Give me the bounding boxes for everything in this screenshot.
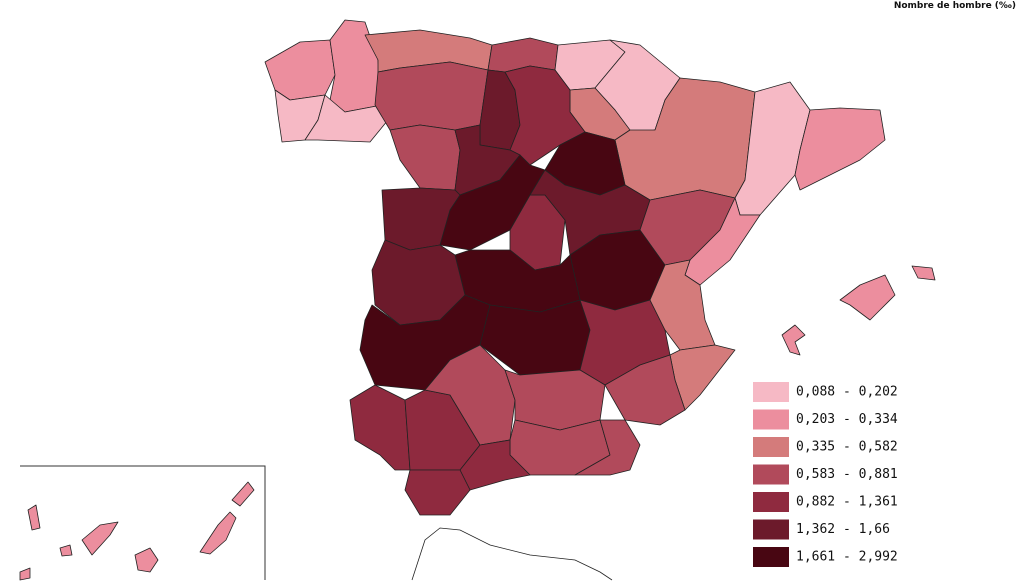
legend-label: 0,583 - 0,881 <box>796 467 898 482</box>
provinces <box>19 19 936 581</box>
province <box>59 544 73 557</box>
province <box>389 124 461 191</box>
legend-label: 0,882 - 1,361 <box>796 495 898 510</box>
province <box>839 274 896 321</box>
province <box>134 547 159 573</box>
province <box>81 521 119 556</box>
province <box>404 469 471 516</box>
legend-swatch <box>753 382 789 402</box>
legend-swatch <box>753 409 789 430</box>
legend: 0,088 - 0,202 0,203 - 0,334 0,335 - 0,582 0… <box>753 382 898 567</box>
map-title: Nombre de hombre (‰) <box>894 1 1016 11</box>
africa-outline <box>411 527 613 581</box>
legend-swatch <box>753 437 789 457</box>
legend-label: 1,661 - 2,992 <box>796 550 898 565</box>
province <box>649 259 716 351</box>
province <box>459 439 531 491</box>
province <box>374 61 489 131</box>
inset-frame <box>20 465 266 580</box>
legend-swatch <box>753 547 789 567</box>
province <box>231 481 255 507</box>
legend-swatch <box>753 519 789 540</box>
province <box>199 511 237 555</box>
legend-swatch <box>753 464 789 485</box>
legend-swatch <box>753 492 789 512</box>
province <box>734 81 811 216</box>
legend-label: 1,362 - 1,66 <box>796 522 890 537</box>
legend-label: 0,335 - 0,582 <box>796 440 898 455</box>
province <box>304 94 389 143</box>
province <box>781 324 806 356</box>
province <box>27 504 41 531</box>
province <box>19 567 31 581</box>
province <box>794 107 886 191</box>
province <box>911 265 936 281</box>
province <box>349 384 411 471</box>
province <box>574 419 641 476</box>
legend-label: 0,203 - 0,334 <box>796 412 898 427</box>
province <box>487 37 559 73</box>
legend-label: 0,088 - 0,202 <box>796 385 898 400</box>
province <box>604 354 686 426</box>
